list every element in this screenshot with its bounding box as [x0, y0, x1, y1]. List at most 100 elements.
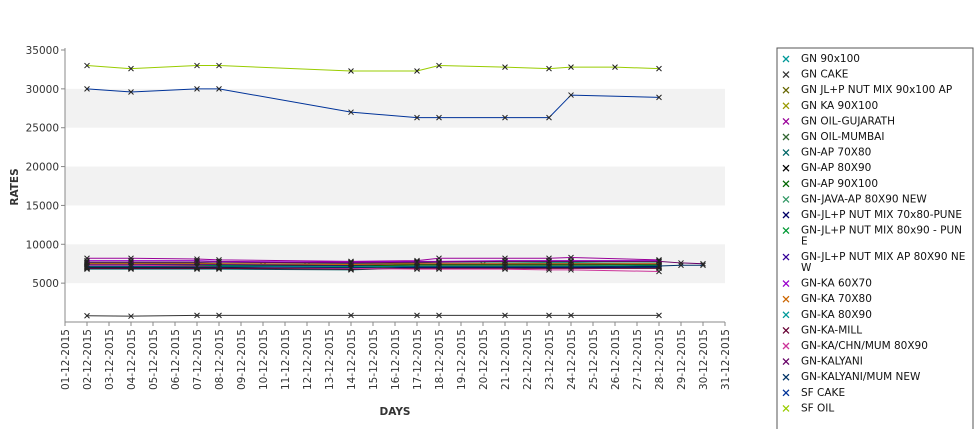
- legend-marker: [782, 164, 790, 172]
- legend-marker: [782, 404, 790, 412]
- legend-entry-label: GN-KALYANI/MUM NEW: [801, 371, 921, 383]
- data-point: [84, 86, 90, 92]
- data-point: [216, 263, 222, 270]
- legend-marker: [782, 211, 790, 219]
- legend-marker: [782, 358, 790, 366]
- grid-band: [65, 166, 725, 206]
- legend-entry-label: W: [801, 262, 812, 274]
- x-tick-label: 08-12-2015: [214, 329, 226, 390]
- x-tick-label: 03-12-2015: [104, 329, 116, 390]
- legend-marker: [782, 180, 790, 188]
- data-point: [84, 312, 90, 319]
- series-line: [86, 65, 660, 72]
- legend-entry-label: GN-JL+P NUT MIX 80x90 - PUN: [801, 225, 962, 237]
- data-point: [414, 259, 420, 266]
- legend-entry-label: GN-AP 80X90: [801, 162, 871, 174]
- legend-entry-label: GN-AP 90X100: [801, 178, 878, 190]
- series-gn-kalyani-mum-new: [84, 262, 706, 271]
- x-tick-label: 28-12-2015: [654, 329, 666, 390]
- data-point: [194, 86, 200, 92]
- x-tick-label: 24-12-2015: [566, 329, 578, 390]
- legend-entry-label: GN OIL-MUMBAI: [801, 131, 884, 143]
- legend-marker: [782, 86, 790, 94]
- series-lines: [84, 62, 706, 320]
- legend-entry-label: GN KA 90X100: [801, 100, 878, 112]
- series-gn-cake: [84, 312, 662, 320]
- data-point: [612, 64, 618, 70]
- data-point: [656, 260, 662, 267]
- data-point: [656, 312, 662, 319]
- data-point: [546, 312, 552, 319]
- legend-entry-label: GN-KALYANI: [801, 356, 863, 368]
- data-point: [348, 265, 354, 272]
- x-tick-label: 20-12-2015: [478, 329, 490, 390]
- x-tick-label: 17-12-2015: [412, 329, 424, 390]
- data-point: [568, 258, 574, 265]
- data-point: [656, 94, 662, 101]
- legend-marker: [782, 295, 790, 303]
- legend-marker: [782, 373, 790, 381]
- data-point: [568, 64, 574, 70]
- legend-entry-label: GN-JAVA-AP 80X90 NEW: [801, 193, 927, 205]
- data-point: [348, 259, 354, 266]
- data-point: [436, 266, 442, 273]
- data-point: [678, 260, 684, 266]
- data-point: [414, 68, 420, 74]
- x-tick-label: 10-12-2015: [258, 329, 270, 390]
- x-tick-label: 13-12-2015: [324, 329, 336, 390]
- x-tick-label: 19-12-2015: [456, 329, 468, 390]
- y-axis-title: RATES: [9, 168, 21, 205]
- legend-marker: [782, 71, 790, 79]
- grid-band: [65, 88, 725, 128]
- x-tick-label: 14-12-2015: [346, 329, 358, 390]
- x-tick-label: 22-12-2015: [522, 329, 534, 390]
- legend-marker: [782, 280, 790, 288]
- data-point: [128, 65, 134, 72]
- y-tick-label: 35000: [26, 45, 59, 57]
- legend-entry-label: GN OIL-GUJARATH: [801, 115, 895, 127]
- data-point: [414, 263, 420, 270]
- data-point: [568, 92, 574, 98]
- data-point: [436, 258, 442, 265]
- legend-frame: [776, 47, 974, 429]
- legend-entry-label: GN-KA-MILL: [801, 324, 862, 336]
- legend-entry-label: E: [801, 236, 808, 248]
- legend-marker: [782, 253, 790, 261]
- data-point: [216, 312, 222, 319]
- data-point: [348, 68, 354, 74]
- x-tick-label: 11-12-2015: [280, 329, 292, 390]
- x-tick-label: 21-12-2015: [500, 329, 512, 390]
- legend-entry-label: GN-KA/CHN/MUM 80X90: [801, 340, 928, 352]
- data-point: [414, 114, 420, 121]
- legend-entry-label: GN-JL+P NUT MIX 70x80-PUNE: [801, 209, 962, 221]
- data-point: [502, 266, 508, 273]
- data-point: [678, 262, 684, 269]
- data-point: [436, 114, 442, 121]
- legend-marker: [782, 227, 790, 235]
- x-axis-title: DAYS: [379, 406, 410, 418]
- data-point: [436, 259, 442, 266]
- legend-entry-label: SF OIL: [801, 402, 834, 414]
- data-point: [656, 65, 662, 72]
- x-tick-label: 25-12-2015: [588, 329, 600, 390]
- x-tick-label: 30-12-2015: [698, 329, 710, 390]
- data-point: [348, 264, 354, 271]
- legend-entry-label: GN 90x100: [801, 53, 860, 65]
- legend-entry-label: GN CAKE: [801, 69, 848, 81]
- legend-entry-label: GN-KA 80X90: [801, 309, 872, 321]
- legend-marker: [782, 133, 790, 141]
- data-point: [502, 114, 508, 121]
- data-point: [414, 312, 420, 319]
- y-tick-label: 30000: [26, 84, 59, 96]
- legend-marker: [782, 149, 790, 157]
- legend-entry-label: GN-KA 60X70: [801, 278, 872, 290]
- data-point: [436, 62, 442, 69]
- y-tick-label: 10000: [26, 239, 59, 251]
- series-sf-oil: [84, 62, 662, 74]
- y-tick-label: 5000: [32, 278, 59, 290]
- data-point: [194, 62, 200, 69]
- data-point: [568, 312, 574, 319]
- x-tick-label: 06-12-2015: [170, 329, 182, 390]
- data-point: [348, 109, 354, 116]
